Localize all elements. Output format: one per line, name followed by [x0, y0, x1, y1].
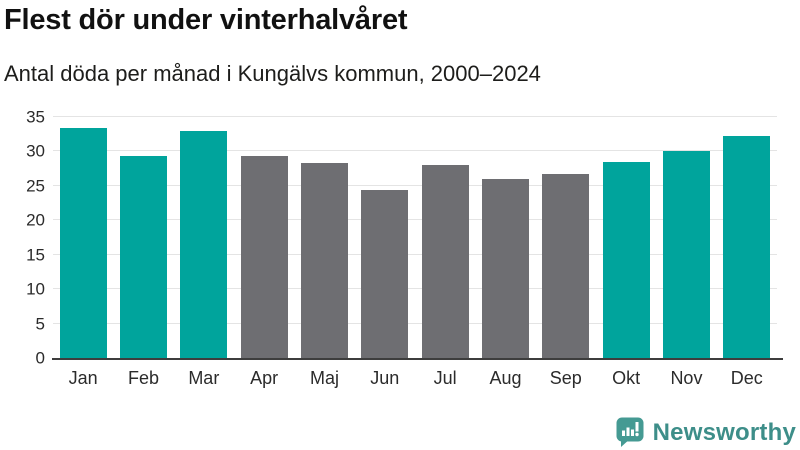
- x-tick-label-feb: Feb: [127, 368, 159, 388]
- x-axis-line: [52, 357, 784, 360]
- bar-jan: [59, 128, 107, 358]
- bar-slot-maj: [294, 117, 354, 358]
- bar-okt: [602, 162, 650, 358]
- newsworthy-logo: Newsworthy: [616, 417, 796, 448]
- x-tick-label-sep: Sep: [549, 368, 582, 388]
- gridline: [53, 184, 777, 186]
- x-tick-label-jul: Jul: [433, 368, 457, 388]
- bar-jun: [361, 190, 409, 358]
- bar-apr: [240, 156, 288, 358]
- newsworthy-logo-icon: [616, 417, 644, 447]
- bar-mar: [180, 130, 228, 358]
- bar-slot-nov: [656, 117, 716, 358]
- x-tick-label-okt: Okt: [612, 368, 641, 388]
- chart-title: Flest dör under vinterhalvåret: [4, 4, 408, 36]
- bar-feb: [119, 155, 167, 358]
- x-tick-label-jun: Jun: [370, 368, 400, 388]
- bar-slot-jul: [415, 117, 475, 358]
- bar-slot-jan: [53, 117, 113, 358]
- y-tick-label: 25: [26, 176, 45, 196]
- bar-slot-sep: [536, 117, 596, 358]
- x-tick-label-dec: Dec: [730, 368, 763, 388]
- x-tick-label-apr: Apr: [250, 368, 279, 388]
- x-tick-label-mar: Mar: [188, 368, 220, 388]
- bar-slot-mar: [174, 117, 234, 358]
- y-tick-label: 15: [26, 245, 45, 265]
- x-tick-label-nov: Nov: [670, 368, 703, 388]
- gridline: [53, 150, 777, 152]
- x-tick-label-maj: Maj: [309, 368, 339, 388]
- x-tick-label-aug: Aug: [489, 368, 522, 388]
- y-axis: 0 5 10 15 20 25 30 35: [0, 109, 45, 367]
- bar-slot-apr: [234, 117, 294, 358]
- bar-jul: [421, 164, 469, 358]
- bar-dec: [723, 135, 771, 358]
- x-axis-labels: Jan Feb Mar Apr Maj Jun Jul Aug Sep Okt Nov Dec: [53, 368, 777, 389]
- bar-nov: [662, 151, 710, 358]
- logo-text: Newsworthy: [652, 418, 796, 446]
- gridline: [53, 253, 777, 255]
- y-tick-label: 30: [26, 141, 45, 161]
- gridline: [53, 116, 777, 117]
- bar-slot-okt: [596, 117, 656, 358]
- plot-area: [52, 116, 784, 360]
- bar-maj: [300, 163, 348, 358]
- x-tick-label-jan: Jan: [68, 368, 98, 388]
- bar-slot-jun: [355, 117, 415, 358]
- bar-slot-aug: [475, 117, 535, 358]
- chart-subtitle: Antal döda per månad i Kungälvs kommun, …: [4, 61, 541, 86]
- bar-sep: [542, 174, 590, 358]
- gridline: [53, 322, 777, 324]
- bar-aug: [481, 178, 529, 358]
- y-tick-label: 10: [26, 279, 45, 299]
- gridline: [53, 288, 777, 290]
- y-tick-label: 0: [35, 348, 45, 368]
- bar-series: [53, 117, 777, 358]
- y-tick-label: 5: [35, 314, 45, 334]
- y-tick-label: 20: [26, 210, 45, 230]
- gridline: [53, 219, 777, 221]
- bar-slot-dec: [717, 117, 777, 358]
- y-tick-label: 35: [26, 107, 45, 127]
- bar-slot-feb: [113, 117, 173, 358]
